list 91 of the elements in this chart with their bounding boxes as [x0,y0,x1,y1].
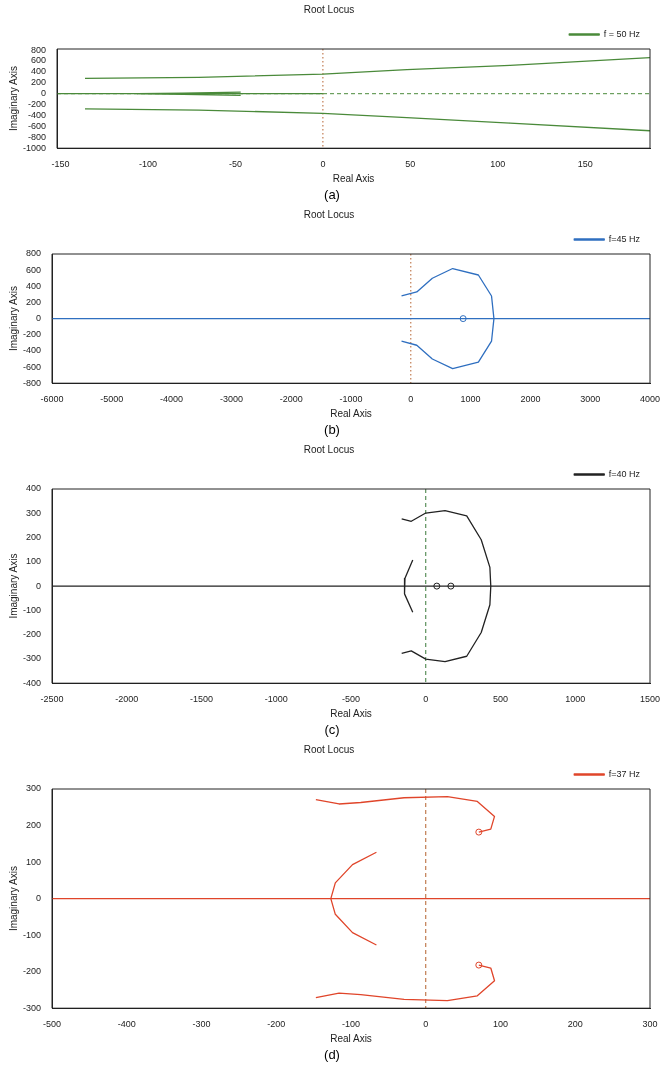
x-tick-label: 100 [492,1019,509,1030]
x-tick-label: -2000 [115,694,139,705]
x-tick-label: 300 [642,1019,658,1030]
y-tick-label: -200 [23,966,42,977]
y-tick-label: -1000 [22,142,47,153]
x-tick-label: 500 [492,694,509,705]
y-tick-label: 600 [30,55,47,66]
y-tick-label: -300 [23,1002,42,1013]
x-tick-label: -300 [192,1019,211,1030]
legend-label: f = 50 Hz [603,28,641,39]
x-tick-label: -200 [267,1019,286,1030]
y-tick-label: 300 [25,783,42,794]
y-tick-label: 800 [25,248,42,259]
x-tick-label: 2000 [520,394,541,405]
x-tick-label: 1500 [639,694,661,705]
chart-title: Root Locus [303,743,355,755]
text: (c) [323,721,341,739]
text: (b) [323,421,341,439]
x-tick-label: -1500 [189,694,214,705]
x-tick-label: -2500 [40,694,64,705]
x-tick-label: -2000 [279,394,303,405]
y-tick-label: -800 [23,377,42,388]
y-tick-label: 200 [30,77,47,88]
y-tick-label: -200 [28,99,47,110]
x-tick-label: -1000 [339,394,363,405]
legend-label: f=45 Hz [608,233,641,244]
y-tick-label: 100 [25,556,42,567]
x-tick-label: 200 [567,1019,583,1030]
y-tick-label: 600 [25,264,42,275]
y-tick-label: 400 [30,66,47,77]
x-tick-label: -3000 [219,394,243,405]
text: (a) [323,186,341,204]
y-axis-title: Imaginary Axis [7,866,19,932]
x-tick-label: 50 [405,159,416,170]
x-tick-label: 1000 [460,394,481,405]
y-tick-label: 200 [25,820,42,831]
y-tick-label: 400 [25,483,42,494]
y-tick-label: -600 [28,120,47,131]
x-tick-label: 100 [490,159,506,170]
y-tick-label: -100 [23,604,42,615]
x-tick-label: 0 [423,694,429,705]
x-tick-label: -500 [342,694,361,705]
y-axis-title: Imaginary Axis [7,66,19,132]
chart-title: Root Locus [303,443,355,455]
x-tick-label: 1000 [565,694,586,705]
legend-label: f=40 Hz [608,468,641,479]
y-tick-label: 100 [25,856,42,867]
x-tick-label: 0 [423,1019,429,1030]
y-tick-label: -600 [23,361,42,372]
y-axis-title: Imaginary Axis [7,286,19,352]
y-axis-title: Imaginary Axis [7,553,19,619]
x-tick-label: 150 [577,159,593,170]
y-tick-label: 400 [25,280,42,291]
y-tick-label: -400 [23,345,42,356]
y-tick-label: 300 [25,507,42,518]
x-tick-label: -4000 [160,394,184,405]
legend-label: f=37 Hz [608,768,641,779]
x-axis-title: Real Axis [332,172,375,184]
y-tick-label: -200 [23,329,42,340]
x-tick-label: -5000 [100,394,124,405]
x-tick-label: 0 [408,394,414,405]
x-tick-label: 4000 [639,394,661,405]
x-tick-label: 0 [320,159,326,170]
x-axis-title: Real Axis [330,707,372,719]
y-tick-label: -100 [23,929,42,940]
x-tick-label: 3000 [580,394,601,405]
chart-title: Root Locus [303,208,355,220]
x-tick-label: -500 [43,1019,62,1030]
y-tick-label: 0 [36,893,42,904]
y-tick-label: -400 [28,109,47,120]
y-tick-label: -200 [23,629,42,640]
chart-title: Root Locus [303,3,355,15]
text: (d) [323,1046,341,1064]
y-tick-label: 0 [36,580,42,591]
y-tick-label: 200 [25,296,42,307]
y-tick-label: -400 [23,677,42,688]
x-tick-label: -1000 [264,694,288,705]
y-tick-label: -300 [23,653,42,664]
y-tick-label: -800 [28,131,47,142]
x-tick-label: -50 [228,159,242,170]
x-tick-label: -6000 [40,394,64,405]
y-tick-label: 800 [30,44,47,55]
x-tick-label: -100 [138,159,157,170]
y-tick-label: 0 [41,88,47,99]
x-tick-label: -400 [117,1019,136,1030]
x-tick-label: -150 [51,159,70,170]
x-axis-title: Real Axis [330,1032,372,1044]
x-axis-title: Real Axis [330,407,372,419]
y-tick-label: 200 [25,532,42,543]
x-tick-label: -100 [342,1019,361,1030]
y-tick-label: 0 [36,313,42,324]
